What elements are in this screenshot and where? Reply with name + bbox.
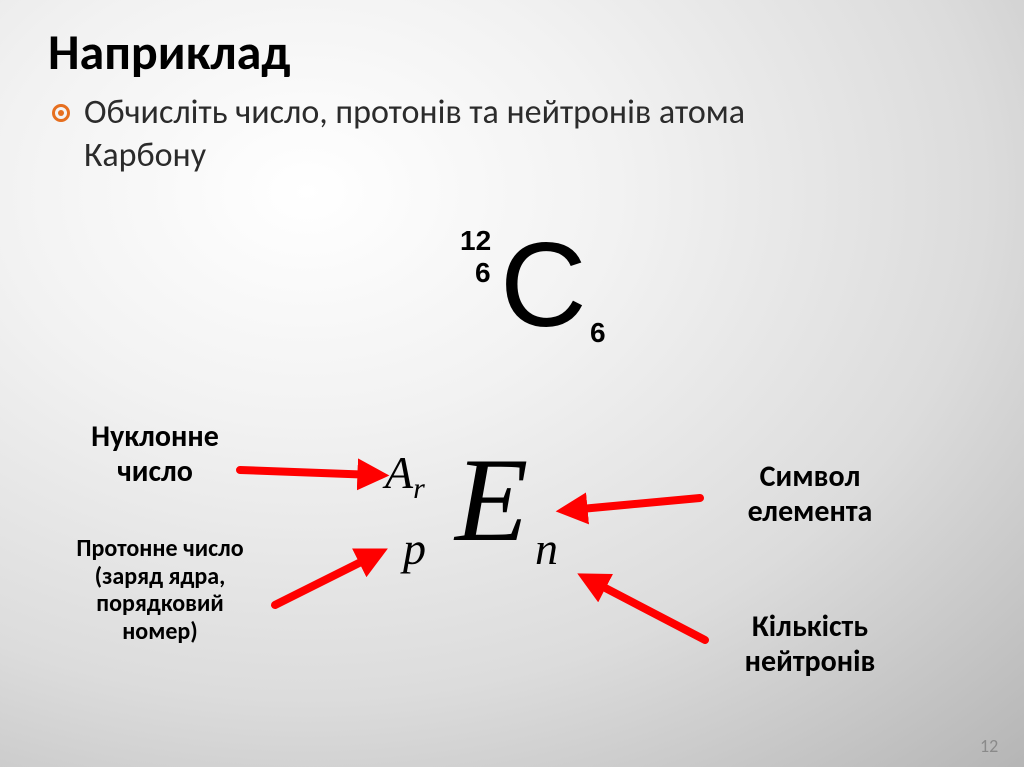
- page-number: 12: [980, 735, 998, 757]
- mass-number-A: A: [385, 447, 413, 498]
- mass-number-r: r: [413, 472, 425, 505]
- arrow-proton: [275, 555, 375, 605]
- slide-title: Наприклад: [48, 22, 290, 83]
- label-symbol-l2: елемента: [748, 493, 873, 530]
- label-proton: Протонне число (заряд ядра, порядковий н…: [30, 535, 290, 645]
- carbon-atomic-number: 6: [475, 259, 491, 287]
- mass-number-label: Ar: [385, 450, 425, 504]
- label-symbol: Символ елемента: [700, 460, 920, 529]
- label-nucleon: Нуклонне число: [55, 420, 255, 489]
- carbon-element-symbol: C: [500, 225, 587, 345]
- carbon-mass-number: 12: [460, 227, 491, 255]
- page-number-text: 12: [980, 735, 998, 757]
- carbon-notation: 12 6 C 6: [450, 225, 630, 375]
- carbon-neutron-sub: 6: [590, 319, 606, 347]
- bullet-row: Обчисліть число, протонів та нейтронів а…: [52, 92, 752, 177]
- label-neutrons-l2: нейтронів: [745, 643, 876, 680]
- slide-title-text: Наприклад: [48, 22, 290, 83]
- slide: Наприклад Обчисліть число, протонів та н…: [0, 0, 1024, 767]
- label-proton-l3: порядковий: [96, 589, 223, 618]
- neutron-number-label: n: [535, 526, 558, 572]
- general-element-symbol: E: [455, 440, 528, 560]
- general-notation: Ar p E n: [365, 440, 625, 640]
- label-proton-l2: (заряд ядра,: [95, 562, 226, 591]
- bullet-icon: [52, 104, 70, 122]
- bullet-text: Обчисліть число, протонів та нейтронів а…: [84, 92, 752, 177]
- label-symbol-l1: Символ: [760, 458, 861, 495]
- label-proton-l1: Протонне число: [76, 534, 243, 563]
- label-nucleon-l1: Нуклонне: [91, 418, 219, 455]
- label-neutrons-l1: Кількість: [752, 608, 868, 645]
- proton-number-label: p: [403, 526, 426, 572]
- label-nucleon-l2: число: [117, 453, 193, 490]
- label-proton-l4: номер): [122, 617, 198, 646]
- label-neutrons: Кількість нейтронів: [700, 610, 920, 679]
- arrow-nucleon: [240, 470, 375, 475]
